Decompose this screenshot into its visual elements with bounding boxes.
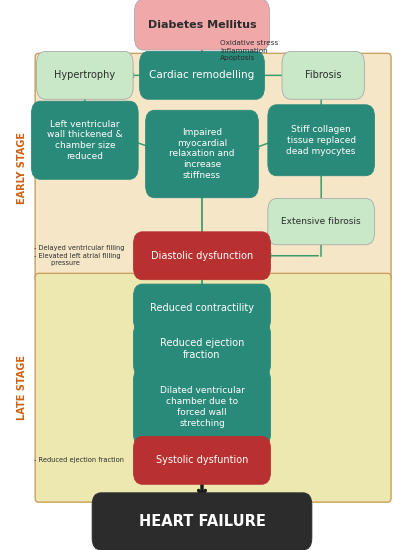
FancyBboxPatch shape (140, 52, 264, 99)
FancyBboxPatch shape (134, 322, 271, 377)
Text: EARLY STAGE: EARLY STAGE (17, 132, 27, 204)
FancyBboxPatch shape (35, 53, 391, 282)
FancyBboxPatch shape (145, 110, 259, 198)
Text: Hypertrophy: Hypertrophy (54, 70, 116, 80)
FancyBboxPatch shape (134, 368, 271, 446)
FancyBboxPatch shape (32, 101, 138, 179)
Text: Extensive fibrosis: Extensive fibrosis (281, 217, 361, 226)
Text: LATE STAGE: LATE STAGE (17, 355, 27, 420)
FancyBboxPatch shape (268, 104, 375, 176)
Text: Reduced ejection
fraction: Reduced ejection fraction (160, 338, 244, 360)
Text: Impaired
myocardial
relaxation and
increase
stiffness: Impaired myocardial relaxation and incre… (169, 128, 235, 180)
FancyBboxPatch shape (268, 199, 375, 245)
Text: - Delayed ventricular filling
- Elevated left atrial filling
        pressure: - Delayed ventricular filling - Elevated… (34, 245, 125, 267)
Text: Fibrosis: Fibrosis (305, 70, 341, 80)
Text: - Reduced ejection fraction: - Reduced ejection fraction (34, 458, 124, 463)
Text: Diabetes Mellitus: Diabetes Mellitus (148, 20, 256, 30)
Text: Systolic dysfuntion: Systolic dysfuntion (156, 455, 248, 465)
FancyBboxPatch shape (134, 284, 271, 332)
FancyBboxPatch shape (134, 437, 271, 484)
Text: Diastolic dysfunction: Diastolic dysfunction (151, 251, 253, 261)
Text: Reduced contractility: Reduced contractility (150, 303, 254, 313)
Text: Cardiac remodelling: Cardiac remodelling (149, 70, 255, 80)
Text: Left ventricular
wall thickened &
chamber size
reduced: Left ventricular wall thickened & chambe… (47, 120, 123, 161)
FancyBboxPatch shape (134, 232, 271, 279)
Text: HEART FAILURE: HEART FAILURE (139, 514, 265, 529)
FancyBboxPatch shape (282, 52, 364, 99)
Text: Stiff collagen
tissue replaced
dead myocytes: Stiff collagen tissue replaced dead myoc… (286, 125, 356, 156)
FancyBboxPatch shape (92, 493, 312, 550)
Text: Dilated ventricular
chamber due to
forced wall
stretching: Dilated ventricular chamber due to force… (160, 386, 244, 428)
FancyBboxPatch shape (35, 273, 391, 502)
Text: Oxidative stress
Inflammation
Apoptosis: Oxidative stress Inflammation Apoptosis (220, 40, 278, 62)
FancyBboxPatch shape (135, 0, 269, 50)
FancyBboxPatch shape (36, 52, 133, 99)
